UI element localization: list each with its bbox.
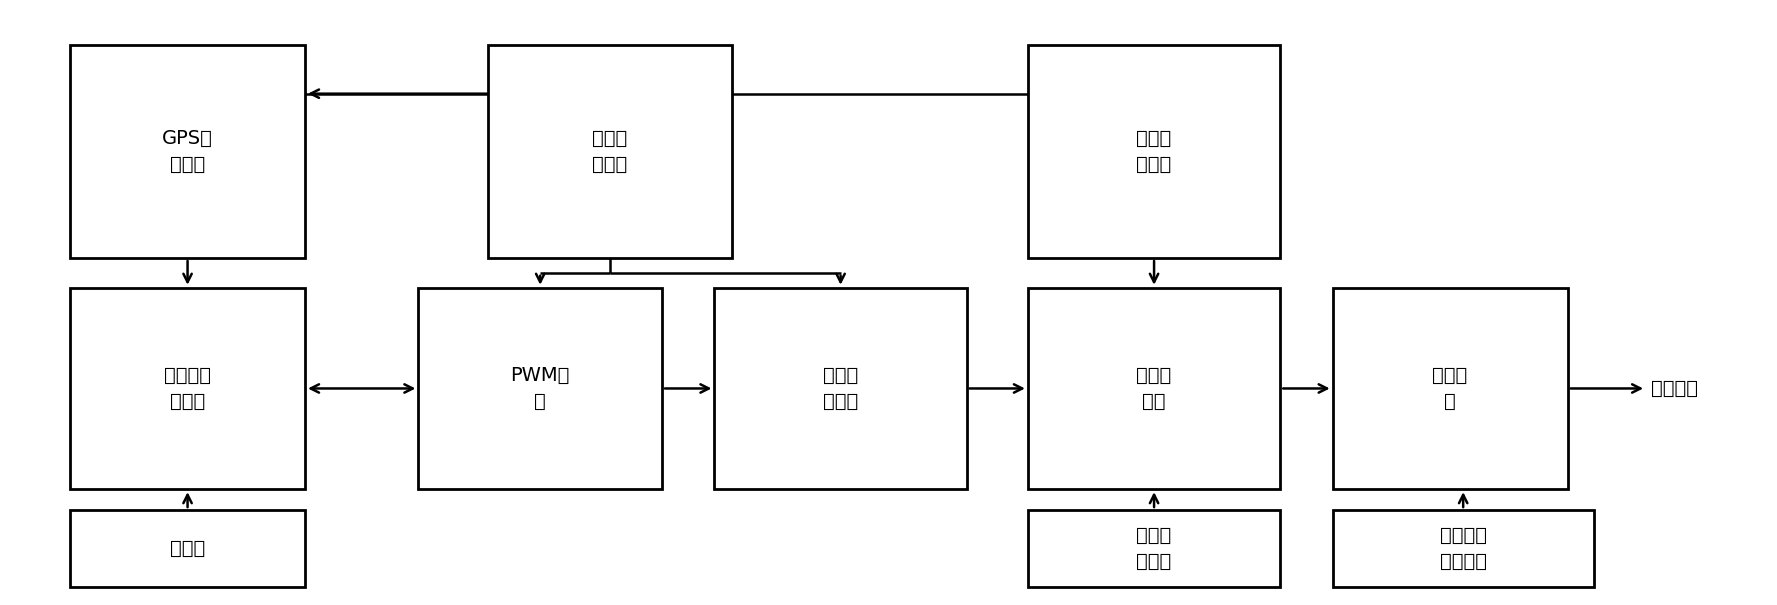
Bar [1027, 287, 1279, 489]
Text: 滤波电
路: 滤波电 路 [1432, 365, 1468, 411]
Text: PWM调
制: PWM调 制 [510, 365, 570, 411]
Bar [1027, 510, 1279, 587]
Text: GPS信
号同步: GPS信 号同步 [162, 128, 213, 174]
Text: 随机波形
发生器: 随机波形 发生器 [163, 365, 211, 411]
Text: 控制端: 控制端 [171, 539, 204, 558]
Bar [714, 287, 967, 489]
Text: 隔离驱
动电路: 隔离驱 动电路 [823, 365, 858, 411]
Text: 欠压检
测电路: 欠压检 测电路 [1137, 526, 1171, 571]
Bar [69, 45, 306, 258]
Bar [418, 287, 663, 489]
Text: 供入地下: 供入地下 [1651, 379, 1699, 398]
Text: 过流保
护电路: 过流保 护电路 [1137, 128, 1171, 174]
Bar [69, 510, 306, 587]
Bar [1333, 510, 1594, 587]
Text: 信号采集
存储电路: 信号采集 存储电路 [1439, 526, 1487, 571]
Bar [69, 287, 306, 489]
Text: 开关管
电路: 开关管 电路 [1137, 365, 1171, 411]
Text: 供电电
源电路: 供电电 源电路 [592, 128, 627, 174]
Bar [1027, 45, 1279, 258]
Bar [489, 45, 732, 258]
Bar [1333, 287, 1567, 489]
